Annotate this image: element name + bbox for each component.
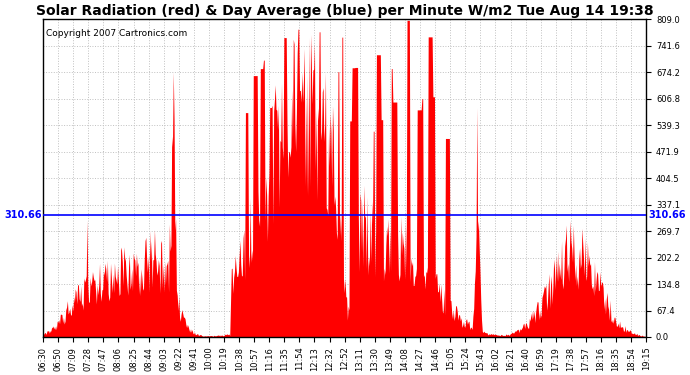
Text: 310.66: 310.66 xyxy=(4,210,41,220)
Title: Solar Radiation (red) & Day Average (blue) per Minute W/m2 Tue Aug 14 19:38: Solar Radiation (red) & Day Average (blu… xyxy=(36,4,653,18)
Text: 310.66: 310.66 xyxy=(649,210,686,220)
Text: Copyright 2007 Cartronics.com: Copyright 2007 Cartronics.com xyxy=(46,29,187,38)
